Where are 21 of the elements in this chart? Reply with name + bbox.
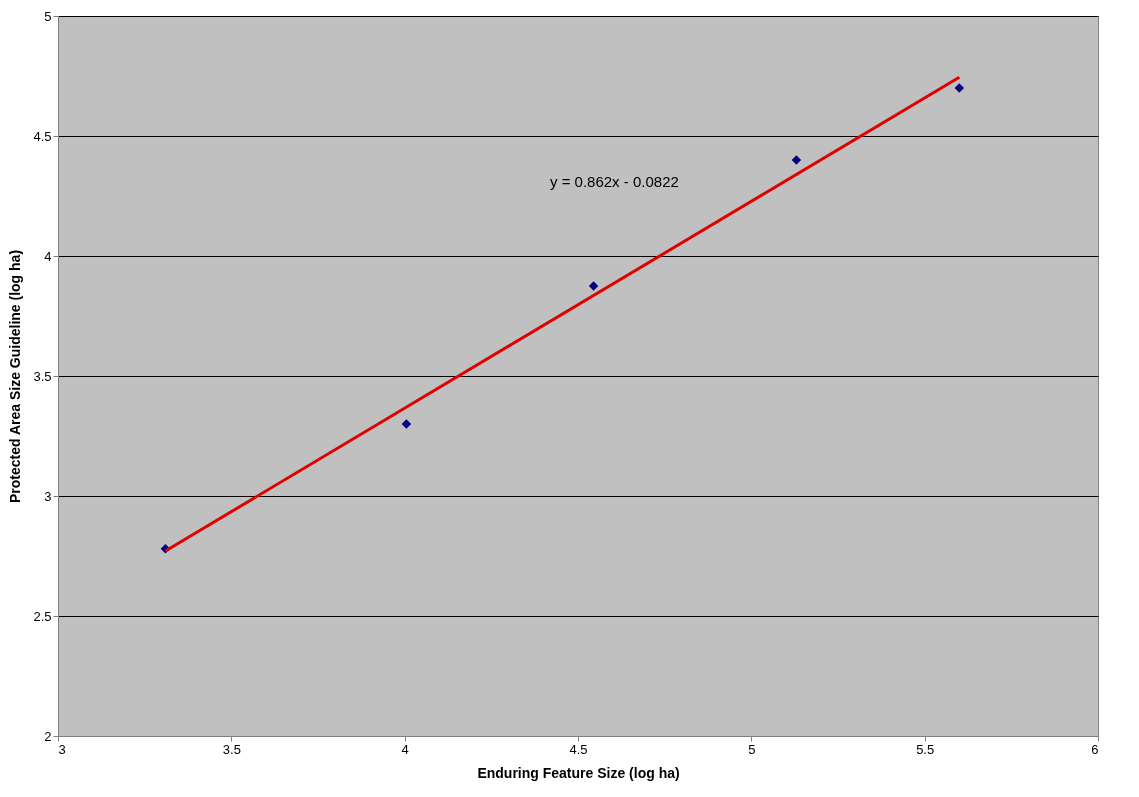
- y-axis-title: Protected Area Size Guideline (log ha): [7, 249, 24, 504]
- y-tick-label: 5: [44, 8, 52, 24]
- y-tick-label: 4.5: [33, 128, 52, 144]
- point: [401, 419, 412, 429]
- x-axis-title: Enduring Feature Size (log ha): [477, 764, 680, 781]
- x-tick-label: 5.5: [916, 741, 935, 757]
- point: [954, 83, 965, 93]
- point: [791, 155, 802, 165]
- x-tick-label: 6: [1091, 741, 1099, 757]
- annotation: y = 0.862x - 0.0822: [549, 172, 679, 190]
- y-tick-label: 2.5: [33, 608, 52, 624]
- x-tick-label: 4: [401, 741, 409, 757]
- point: [588, 281, 599, 291]
- x-tick-label: 4.5: [569, 741, 588, 757]
- y-tick-label: 2: [44, 728, 52, 744]
- x-tick-label: 3: [58, 741, 66, 757]
- x-tick-label: 5: [748, 741, 756, 757]
- y-tick-label: 3.5: [33, 368, 52, 384]
- y-tick-label: 4: [44, 248, 52, 264]
- y-tick-label: 3: [44, 488, 52, 504]
- x-tick-label: 3.5: [222, 741, 241, 757]
